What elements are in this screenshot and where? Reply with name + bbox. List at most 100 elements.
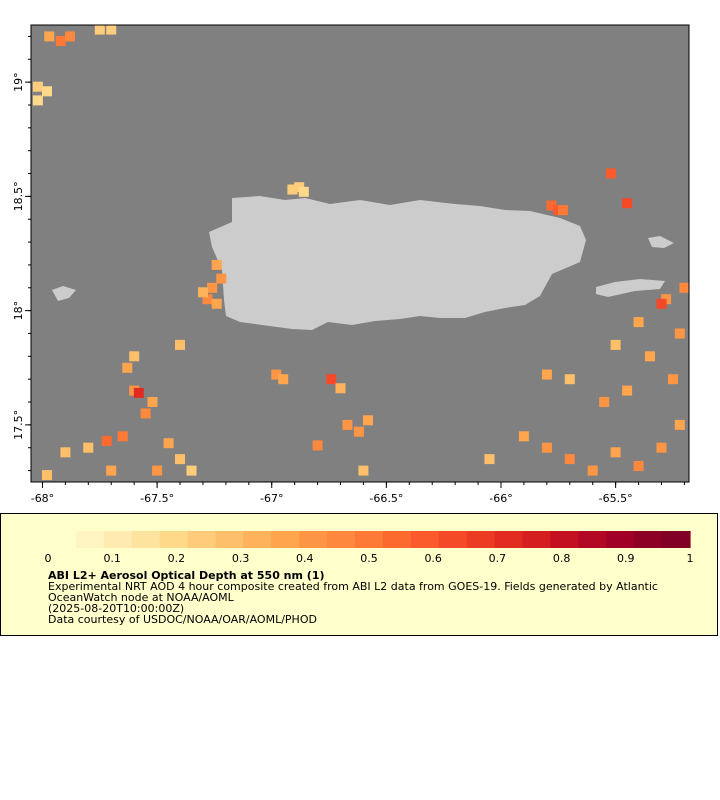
aod-cell	[42, 86, 52, 97]
aod-map: -68° -67.5° -67° -66.5° -66° -65.5° 17.5° 18° 18…	[12, 24, 690, 505]
colorbar-swatch	[662, 531, 691, 548]
colorbar-tick-label: 0.3	[232, 552, 250, 565]
aod-cell	[211, 298, 222, 309]
aod-cell	[106, 465, 117, 476]
aod-cell	[211, 259, 222, 270]
colorbar-tick-label: 0.2	[168, 552, 186, 565]
lon-tick-label: -67.5°	[140, 492, 174, 505]
aod-cell	[541, 369, 552, 380]
legend-description-line-2: OceanWatch node at NOAA/AOML	[48, 591, 234, 604]
aod-cell	[599, 397, 610, 407]
colorbar-tick-label: 0.8	[553, 552, 571, 565]
colorbar-tick-label: 0.6	[424, 552, 442, 565]
aod-cell	[175, 339, 185, 350]
aod-cell	[202, 294, 213, 305]
aod-cell	[518, 431, 529, 442]
colorbar-swatch	[75, 531, 105, 548]
aod-cell	[326, 374, 337, 385]
map-frame	[30, 24, 690, 483]
aod-cell	[133, 387, 144, 398]
aod-cell	[271, 369, 282, 380]
aod-cell	[674, 328, 685, 339]
aod-cell	[541, 442, 552, 453]
mona-island	[52, 286, 76, 301]
aod-cell	[312, 440, 323, 451]
axis-layer: -68° -67.5° -67° -66.5° -66° -65.5° 17.5° 18° 18…	[12, 35, 685, 505]
aod-cell	[32, 95, 43, 106]
lon-tick-label: -68°	[31, 492, 54, 505]
colorbar-swatch	[466, 531, 496, 548]
aod-cell	[140, 408, 151, 419]
colorbar-swatch	[159, 531, 189, 548]
aod-cell	[94, 25, 105, 35]
aod-cell	[633, 317, 644, 328]
colorbar-swatch	[438, 531, 468, 548]
colorbar-tick-label: 1	[687, 552, 694, 565]
colorbar-swatch	[299, 531, 328, 548]
aod-cell	[622, 198, 633, 209]
aod-cell	[679, 282, 689, 293]
aod-cell	[287, 184, 298, 195]
legend-description-line-1: Experimental NRT AOD 4 hour composite cr…	[48, 580, 658, 593]
colorbar-swatch	[48, 531, 77, 548]
lat-tick-label: 18.5°	[12, 181, 25, 211]
aod-cell	[610, 447, 621, 458]
colorbar-swatch	[550, 531, 579, 548]
aod-cell	[656, 298, 667, 309]
aod-cell	[606, 168, 616, 179]
legend-credit: Data courtesy of USDOC/NOAA/OAR/AOML/PHO…	[48, 613, 317, 626]
culebra-island	[648, 236, 674, 248]
aod-cell	[564, 454, 575, 465]
legend-title: ABI L2+ Aerosol Optical Depth at 550 nm …	[48, 569, 325, 582]
aod-cell	[645, 351, 655, 362]
lon-tick-label: -66.5°	[369, 492, 403, 505]
aod-cell	[564, 374, 575, 385]
aod-cell	[207, 282, 218, 293]
lat-tick-label: 17.5°	[12, 410, 25, 440]
aod-cell	[101, 435, 112, 446]
aod-cell	[129, 351, 140, 362]
aod-cell	[353, 426, 364, 437]
aod-cell	[278, 374, 289, 385]
aod-cell	[674, 419, 685, 430]
colorbar-tick-label: 0	[45, 552, 52, 565]
colorbar-swatch	[271, 531, 300, 548]
aod-cell	[587, 465, 598, 476]
colorbar-swatch	[522, 531, 552, 548]
colorbar-swatch	[634, 531, 663, 548]
lon-tick-label: -66°	[489, 492, 512, 505]
colorbar-swatch	[103, 531, 133, 548]
vieques-island	[596, 279, 665, 297]
aod-cell	[60, 447, 71, 458]
aod-cell	[633, 461, 644, 471]
legend-panel: 0 0.1 0.2 0.3 0.4 0.5 0.6 0.7 0.8 0.9 1	[0, 513, 718, 636]
aod-cell	[546, 200, 557, 211]
colorbar-swatch	[355, 531, 384, 548]
aod-cell	[557, 205, 568, 216]
aod-cell	[358, 465, 369, 476]
aod-cell	[342, 419, 353, 430]
aod-cell	[55, 36, 66, 46]
lat-tick-label: 19°	[12, 72, 25, 92]
aod-cell	[44, 31, 55, 42]
colorbar-swatch	[327, 531, 356, 548]
aod-cell	[186, 465, 197, 476]
aod-cell	[147, 397, 158, 407]
aod-cell	[175, 454, 185, 465]
aod-cell	[65, 31, 75, 42]
colorbar-swatch	[187, 531, 217, 548]
lat-tick-label: 18°	[12, 301, 25, 321]
colorbar-swatch	[494, 531, 524, 548]
puerto-rico-landmass	[209, 196, 586, 330]
aod-cell	[198, 287, 208, 298]
land-layer	[52, 196, 674, 330]
aod-cell	[122, 362, 133, 373]
aod-cell	[152, 465, 163, 476]
lon-tick-label: -65.5°	[599, 492, 633, 505]
aod-cell	[163, 438, 174, 449]
aod-cell	[298, 186, 309, 197]
aod-cell	[42, 470, 52, 481]
aod-cell	[484, 454, 495, 465]
aod-cells-layer	[32, 25, 689, 481]
lon-tick-label: -67°	[260, 492, 283, 505]
